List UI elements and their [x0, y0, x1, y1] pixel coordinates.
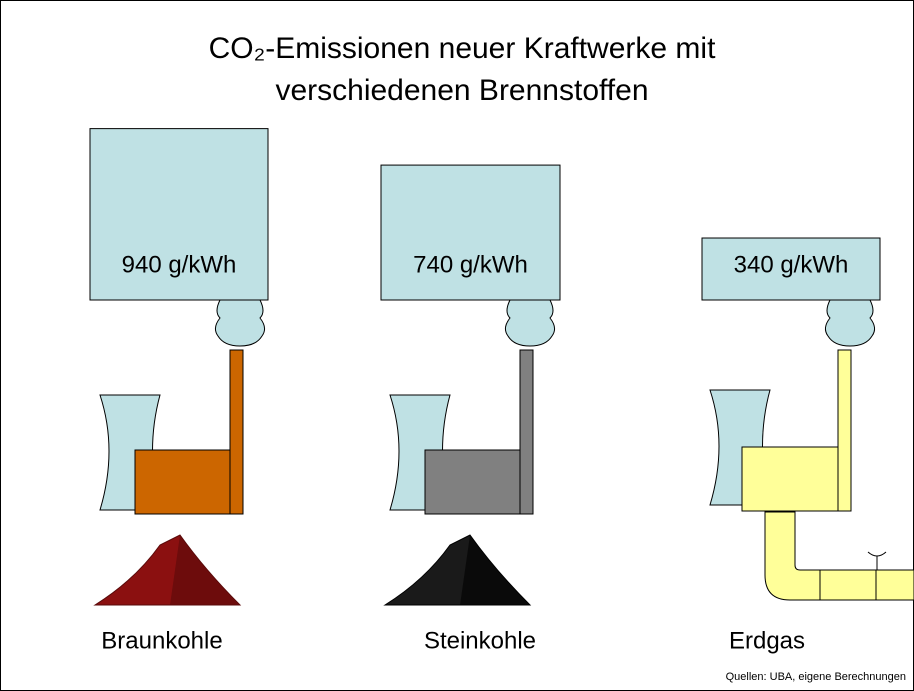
category-label: Braunkohle: [101, 627, 222, 654]
building: [424, 449, 526, 515]
plume: [504, 299, 556, 347]
emission-box: [380, 164, 561, 301]
source-note: Quellen: UBA, eigene Berechnungen: [726, 671, 906, 683]
value-label: 340 g/kWh: [734, 251, 849, 278]
chimney: [519, 349, 534, 515]
value-label: 940 g/kWh: [122, 251, 237, 278]
chimney: [837, 349, 852, 512]
chimney: [229, 349, 244, 515]
plume: [824, 299, 876, 347]
emission-box: [89, 128, 269, 301]
building: [134, 449, 236, 515]
valve-handle: [867, 551, 887, 557]
gas-pipe: [764, 511, 914, 601]
category-label: Erdgas: [729, 627, 805, 654]
plume: [214, 299, 266, 347]
fuel-pile-shade: [460, 535, 530, 605]
chart-title-line: verschiedenen Brennstoffen: [275, 74, 648, 107]
category-label: Steinkohle: [424, 627, 536, 654]
chart-title-line: CO₂-Emissionen neuer Kraftwerke mit: [209, 32, 716, 65]
value-label: 740 g/kWh: [413, 251, 528, 278]
fuel-pile-shade: [170, 535, 240, 605]
building: [741, 446, 843, 512]
emission-box: [701, 237, 881, 301]
